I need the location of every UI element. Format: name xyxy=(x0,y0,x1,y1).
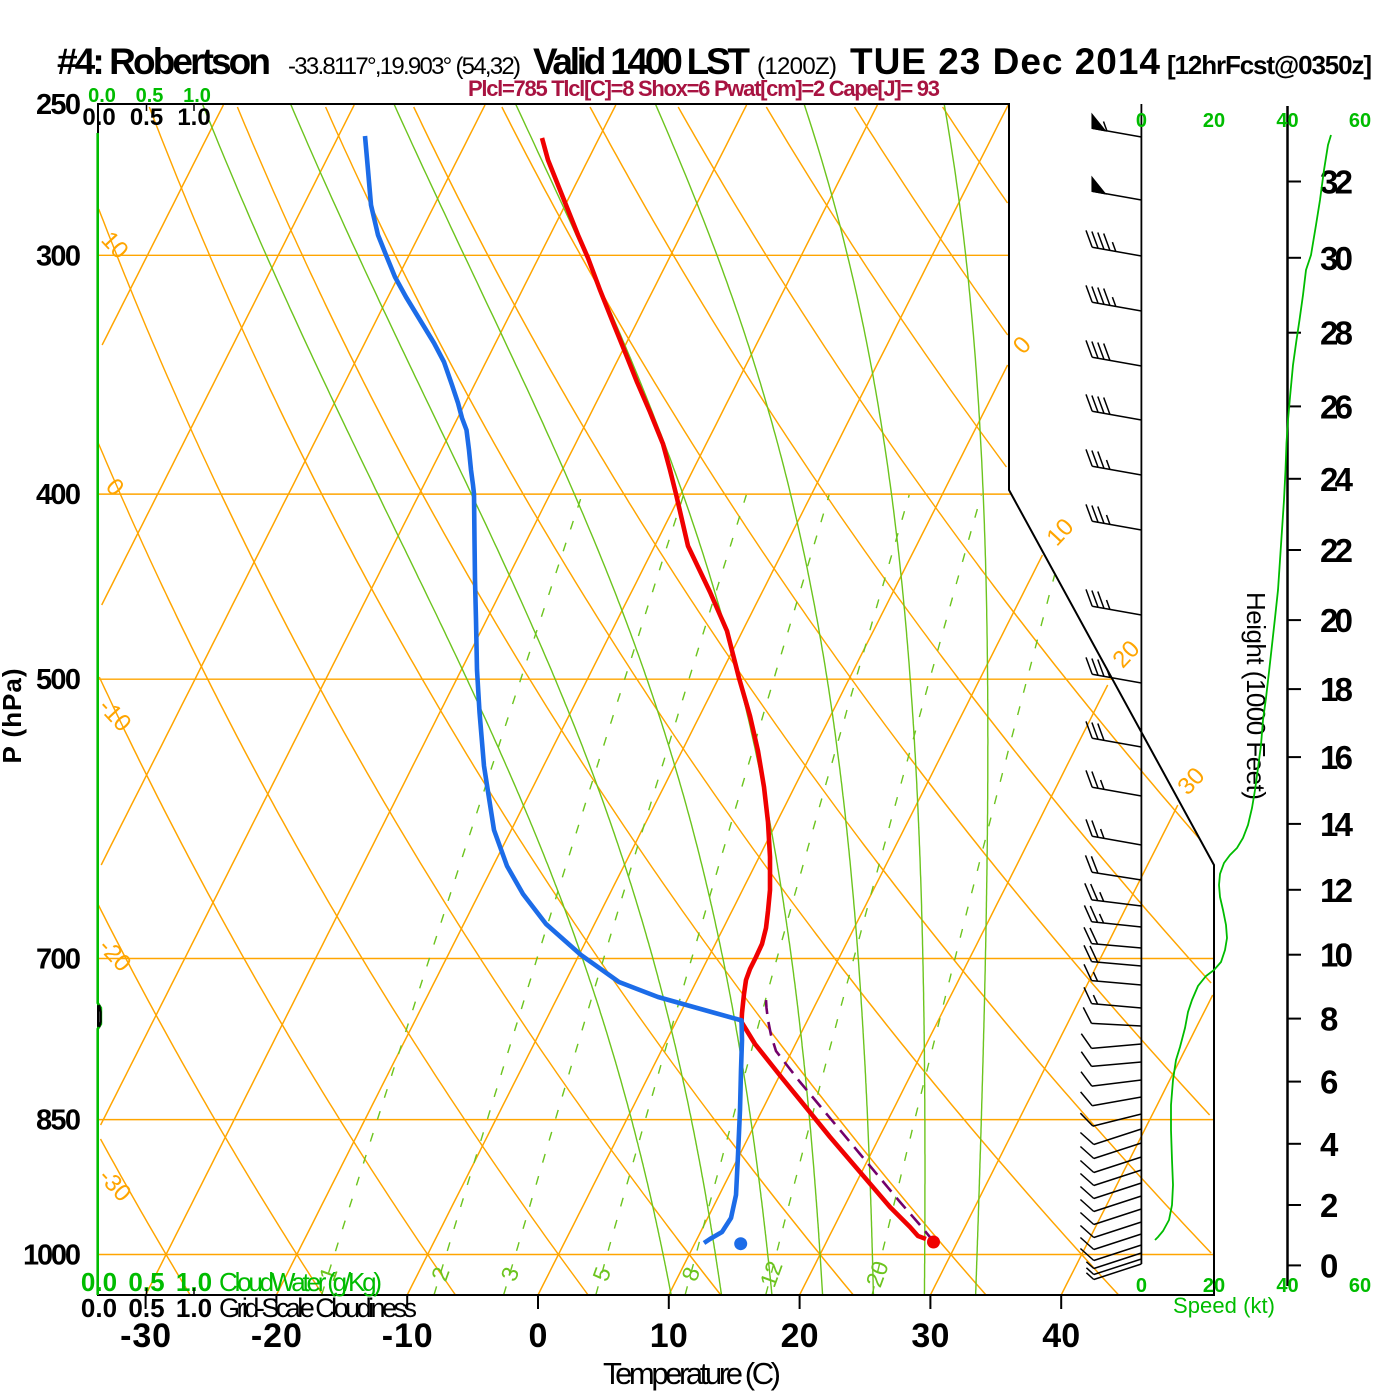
svg-text:Plcl=785 Tlcl[C]=8 Shox=6 Pwat: Plcl=785 Tlcl[C]=8 Shox=6 Pwat[cm]=2 Cap… xyxy=(468,76,940,101)
svg-text:12: 12 xyxy=(1320,872,1353,909)
svg-text:14: 14 xyxy=(1320,806,1354,843)
svg-text:(1200Z): (1200Z) xyxy=(757,53,837,80)
svg-text:30: 30 xyxy=(1320,240,1353,277)
svg-text:20: 20 xyxy=(1203,1275,1225,1297)
svg-text:10: 10 xyxy=(650,1317,688,1355)
svg-text:500: 500 xyxy=(36,664,81,696)
svg-text:40: 40 xyxy=(1276,1275,1298,1297)
svg-text:1000: 1000 xyxy=(23,1240,81,1272)
svg-text:Temperature (C): Temperature (C) xyxy=(603,1356,781,1391)
svg-text:[12hrFcst@0350z]: [12hrFcst@0350z] xyxy=(1167,50,1372,80)
svg-text:4: 4 xyxy=(1320,1126,1339,1163)
svg-text:0: 0 xyxy=(1320,1247,1338,1284)
svg-text:0.5: 0.5 xyxy=(128,1293,164,1323)
svg-text:12: 12 xyxy=(755,1258,788,1291)
svg-text:Valid 1400 LST: Valid 1400 LST xyxy=(533,41,750,82)
svg-text:20: 20 xyxy=(1203,110,1225,132)
svg-text:5: 5 xyxy=(587,1264,616,1285)
svg-text:60: 60 xyxy=(1349,110,1371,132)
svg-text:8: 8 xyxy=(1320,1001,1338,1038)
svg-text:30: 30 xyxy=(911,1317,949,1355)
svg-text:Grid-Scale Cloudiness: Grid-Scale Cloudiness xyxy=(219,1293,417,1323)
svg-text:0: 0 xyxy=(1136,1275,1147,1297)
svg-text:10: 10 xyxy=(1041,513,1079,551)
svg-text:-20: -20 xyxy=(93,933,136,977)
svg-text:-33.8117°,19.903° (54,32): -33.8117°,19.903° (54,32) xyxy=(288,53,521,80)
svg-text:22: 22 xyxy=(1320,532,1353,569)
svg-text:2: 2 xyxy=(1320,1187,1338,1224)
svg-text:2: 2 xyxy=(426,1264,455,1285)
svg-text:6: 6 xyxy=(1320,1064,1338,1101)
svg-text:700: 700 xyxy=(36,944,81,976)
svg-text:10: 10 xyxy=(96,226,134,264)
svg-text:40: 40 xyxy=(1276,110,1298,132)
svg-text:0.5: 0.5 xyxy=(136,85,164,107)
svg-text:TUE 23 Dec 2014: TUE 23 Dec 2014 xyxy=(850,41,1160,82)
svg-text:-30: -30 xyxy=(93,1163,136,1207)
svg-text:20: 20 xyxy=(861,1258,894,1291)
svg-text:0.0: 0.0 xyxy=(88,85,116,107)
svg-text:850: 850 xyxy=(36,1105,81,1137)
svg-text:0: 0 xyxy=(1008,331,1037,359)
svg-text:60: 60 xyxy=(1349,1275,1371,1297)
svg-text:24: 24 xyxy=(1320,461,1354,498)
svg-text:P (hPa): P (hPa) xyxy=(0,669,27,764)
svg-text:28: 28 xyxy=(1320,315,1353,352)
svg-text:18: 18 xyxy=(1320,671,1353,708)
svg-text:26: 26 xyxy=(1320,388,1353,425)
svg-text:3: 3 xyxy=(495,1264,524,1285)
svg-text:20: 20 xyxy=(1107,635,1145,673)
svg-text:250: 250 xyxy=(36,89,81,121)
svg-text:1.0: 1.0 xyxy=(183,85,211,107)
svg-text:8: 8 xyxy=(676,1264,705,1285)
svg-text:CloudWater (g/Kg): CloudWater (g/Kg) xyxy=(219,1267,382,1297)
svg-text:0.0: 0.0 xyxy=(82,104,115,131)
svg-text:-30: -30 xyxy=(120,1317,171,1355)
svg-text:0: 0 xyxy=(1136,110,1147,132)
svg-text:40: 40 xyxy=(1042,1317,1080,1355)
svg-text:20: 20 xyxy=(1320,602,1353,639)
svg-text:20: 20 xyxy=(781,1317,819,1355)
svg-text:-10: -10 xyxy=(93,693,136,737)
svg-text:0: 0 xyxy=(100,473,129,501)
svg-text:1.0: 1.0 xyxy=(176,1293,212,1323)
svg-text:300: 300 xyxy=(36,240,81,272)
svg-text:32: 32 xyxy=(1320,164,1353,201)
svg-text:-10: -10 xyxy=(382,1317,433,1355)
svg-text:-20: -20 xyxy=(251,1317,302,1355)
svg-text:0: 0 xyxy=(529,1317,548,1355)
svg-text:16: 16 xyxy=(1320,739,1353,776)
svg-text:0.0: 0.0 xyxy=(81,1293,117,1323)
svg-text:10: 10 xyxy=(1320,937,1353,974)
svg-text:Speed (kt): Speed (kt) xyxy=(1173,1293,1275,1318)
svg-text:#4: Robertson: #4: Robertson xyxy=(57,41,271,82)
svg-text:400: 400 xyxy=(36,479,81,511)
svg-text:30: 30 xyxy=(1172,762,1210,800)
